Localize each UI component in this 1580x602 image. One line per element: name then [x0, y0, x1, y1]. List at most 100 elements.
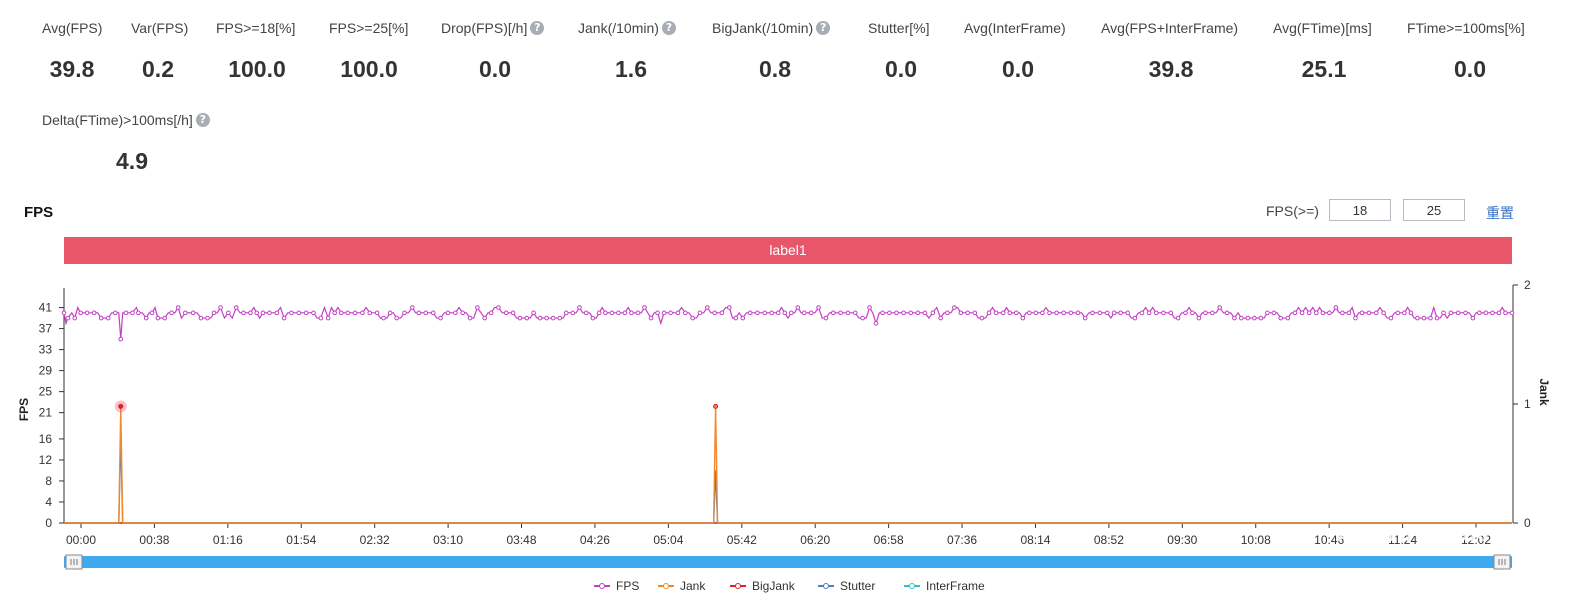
help-icon[interactable]: ?	[195, 113, 210, 127]
fps-point	[1299, 310, 1305, 316]
fps-point	[802, 310, 807, 316]
stat-label-text: FPS>=25[%]	[329, 20, 409, 36]
legend-marker	[735, 583, 741, 589]
fps-point	[65, 315, 71, 321]
jank-point	[713, 403, 719, 409]
fps-point	[1503, 310, 1508, 316]
fps-point	[218, 305, 223, 310]
fps-point	[1402, 310, 1407, 316]
legend-label: InterFrame	[926, 579, 985, 593]
reset-button[interactable]: 重置	[1486, 205, 1514, 221]
x-tick-label: 05:42	[727, 533, 757, 547]
fps-point	[1232, 315, 1237, 321]
fps-point	[467, 315, 473, 321]
fps-point	[1509, 310, 1515, 316]
fps-point	[175, 305, 181, 310]
fps-point	[583, 310, 589, 316]
stat-label-text: Jank(/10min)	[578, 20, 659, 36]
stat-value: 0.0	[885, 56, 917, 82]
fps-point	[1175, 315, 1181, 321]
fps-point	[1245, 315, 1251, 321]
legend-item-interframe[interactable]: InterFrame	[904, 579, 985, 593]
fps-min2-input[interactable]	[1403, 199, 1465, 221]
fps-point	[1395, 310, 1401, 316]
fps-point	[1258, 315, 1264, 321]
fps-point	[603, 310, 608, 316]
fps-point	[775, 310, 781, 316]
fps-point	[1104, 310, 1110, 316]
fps-point	[248, 310, 253, 316]
stat-label-text: FPS>=18[%]	[216, 20, 296, 36]
stat-label-text: Avg(FPS)	[42, 20, 103, 36]
fps-point	[1027, 310, 1032, 316]
stat-label: FTime>=100ms[%]	[1407, 20, 1525, 36]
fps-point	[241, 310, 246, 316]
fps-point	[986, 310, 992, 316]
help-icon[interactable]: ?	[816, 21, 831, 35]
watermark: WWW.PCHOME	[1334, 524, 1505, 546]
fps-point	[1168, 310, 1174, 316]
fps-point	[901, 310, 906, 316]
fps-point	[1007, 310, 1013, 316]
stat-label: BigJank(/10min)?	[712, 20, 831, 36]
fps-min1-input[interactable]	[1329, 199, 1391, 221]
fps-point	[629, 310, 634, 316]
stat-value: 0.0	[479, 56, 511, 82]
fps-point	[1441, 310, 1446, 316]
fps-point	[360, 310, 365, 316]
label-band[interactable]: label1	[64, 237, 1512, 264]
y-tick-label: 12	[39, 453, 53, 467]
fps-point	[544, 315, 549, 321]
fps-point	[550, 315, 556, 321]
y-tick-label: 41	[39, 301, 53, 315]
legend-item-jank[interactable]: Jank	[658, 579, 706, 593]
x-tick-label: 04:26	[580, 533, 610, 547]
fps-point	[332, 310, 337, 316]
fps-point	[1340, 310, 1345, 316]
x-tick-label: 07:36	[947, 533, 977, 547]
fps-point	[1314, 310, 1319, 316]
y2-tick-label: 1	[1524, 397, 1531, 411]
fps-point	[136, 310, 141, 316]
fps-point	[1224, 310, 1230, 316]
fps-point	[1434, 315, 1440, 321]
stat-label: FPS>=18[%]	[216, 20, 295, 36]
stat-value: 1.6	[615, 56, 647, 82]
fps-point	[993, 310, 999, 316]
fps-point	[769, 310, 774, 316]
fps-point	[1381, 310, 1386, 316]
x-tick-label: 00:00	[66, 533, 96, 547]
fps-point	[453, 310, 458, 316]
fps-point	[537, 315, 543, 321]
y2-axis-title: Jank	[1537, 378, 1551, 406]
stat-label-text: Avg(FPS+InterFrame)	[1101, 20, 1239, 36]
help-icon[interactable]: ?	[661, 21, 676, 35]
fps-point	[254, 310, 260, 316]
fps-point	[162, 315, 168, 321]
stat-label: FPS>=25[%]	[329, 20, 408, 36]
fps-point	[1252, 315, 1257, 321]
fps-point	[1040, 310, 1045, 316]
stat-value: 0.0	[1454, 56, 1486, 82]
fps-point	[740, 315, 746, 321]
fps-point	[1408, 310, 1414, 316]
fps-point	[1327, 310, 1332, 316]
fps-point	[1306, 310, 1312, 316]
fps-point	[697, 310, 703, 316]
fps-point	[747, 310, 753, 316]
legend-item-fps[interactable]: FPS	[594, 579, 639, 593]
fps-point	[1203, 310, 1208, 316]
fps-point	[590, 315, 596, 321]
legend-marker	[599, 583, 605, 589]
legend-item-stutter[interactable]: Stutter	[818, 579, 875, 593]
x-tick-label: 12:02	[1461, 533, 1491, 547]
help-icon[interactable]: ?	[530, 21, 545, 35]
legend-item-bigjank[interactable]: BigJank	[730, 579, 796, 593]
fps-point	[830, 310, 836, 316]
fps-point	[488, 310, 494, 316]
fps-point	[873, 321, 879, 326]
fps-point	[795, 305, 801, 310]
stat-label: Stutter[%]	[868, 20, 929, 36]
fps-point	[374, 310, 380, 316]
